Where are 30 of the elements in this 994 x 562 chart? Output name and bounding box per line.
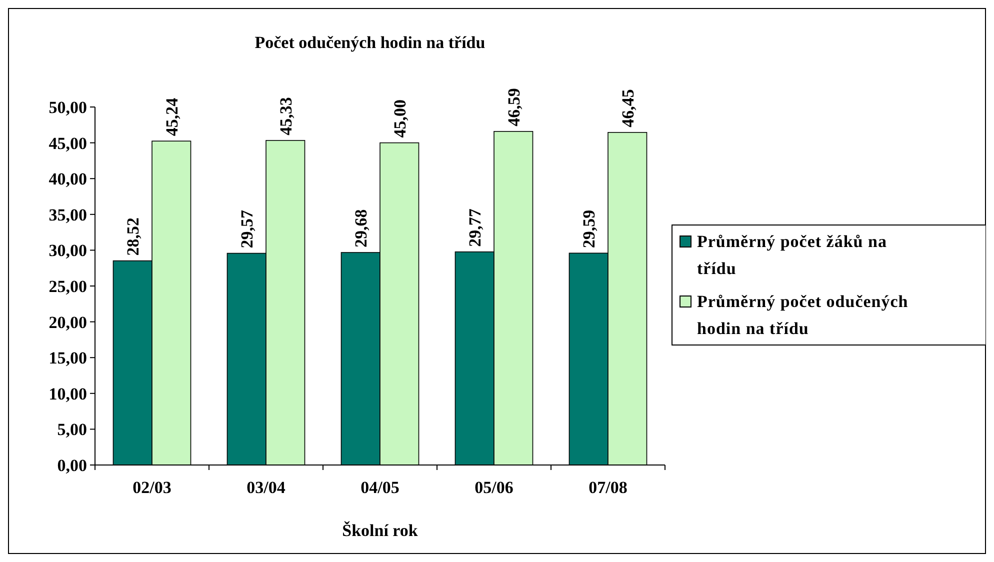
data-label: 46,45 [618, 89, 638, 128]
data-label: 46,59 [504, 88, 524, 126]
y-tick-label: 10,00 [48, 384, 87, 404]
x-tick-label: 02/03 [132, 478, 172, 497]
legend-label: Průměrný počet odučených hodin na třídu [697, 292, 908, 338]
x-tick-label: 07/08 [588, 478, 628, 497]
y-tick-label: 25,00 [48, 276, 87, 296]
x-tick-label: 03/04 [246, 478, 286, 497]
y-tick-label: 20,00 [48, 312, 87, 332]
data-label: 45,24 [162, 97, 182, 136]
y-tick-label: 0,00 [57, 456, 87, 475]
x-tick-label: 04/05 [360, 478, 400, 497]
x-tick-label: 05/06 [474, 478, 514, 497]
legend-label: Průměrný počet žáků na třídu [697, 232, 887, 278]
y-tick-label: 5,00 [57, 420, 87, 440]
y-tick-label: 40,00 [48, 170, 87, 189]
y-tick-label: 50,00 [48, 98, 87, 117]
data-label: 28,52 [124, 218, 143, 256]
y-tick-label: 35,00 [48, 205, 87, 224]
chart-title: Počet odučených hodin na třídu [254, 33, 486, 52]
y-tick-label: 15,00 [48, 348, 87, 368]
data-label: 29,57 [238, 210, 257, 248]
y-tick-label: 45,00 [48, 134, 87, 153]
data-label: 29,68 [352, 209, 371, 248]
y-tick-label: 30,00 [48, 241, 87, 260]
data-label: 29,59 [580, 210, 599, 248]
data-label: 45,33 [276, 97, 296, 136]
data-label: 45,00 [390, 100, 410, 138]
x-axis-title: Školní rok [342, 521, 418, 540]
data-label: 29,77 [466, 208, 485, 247]
